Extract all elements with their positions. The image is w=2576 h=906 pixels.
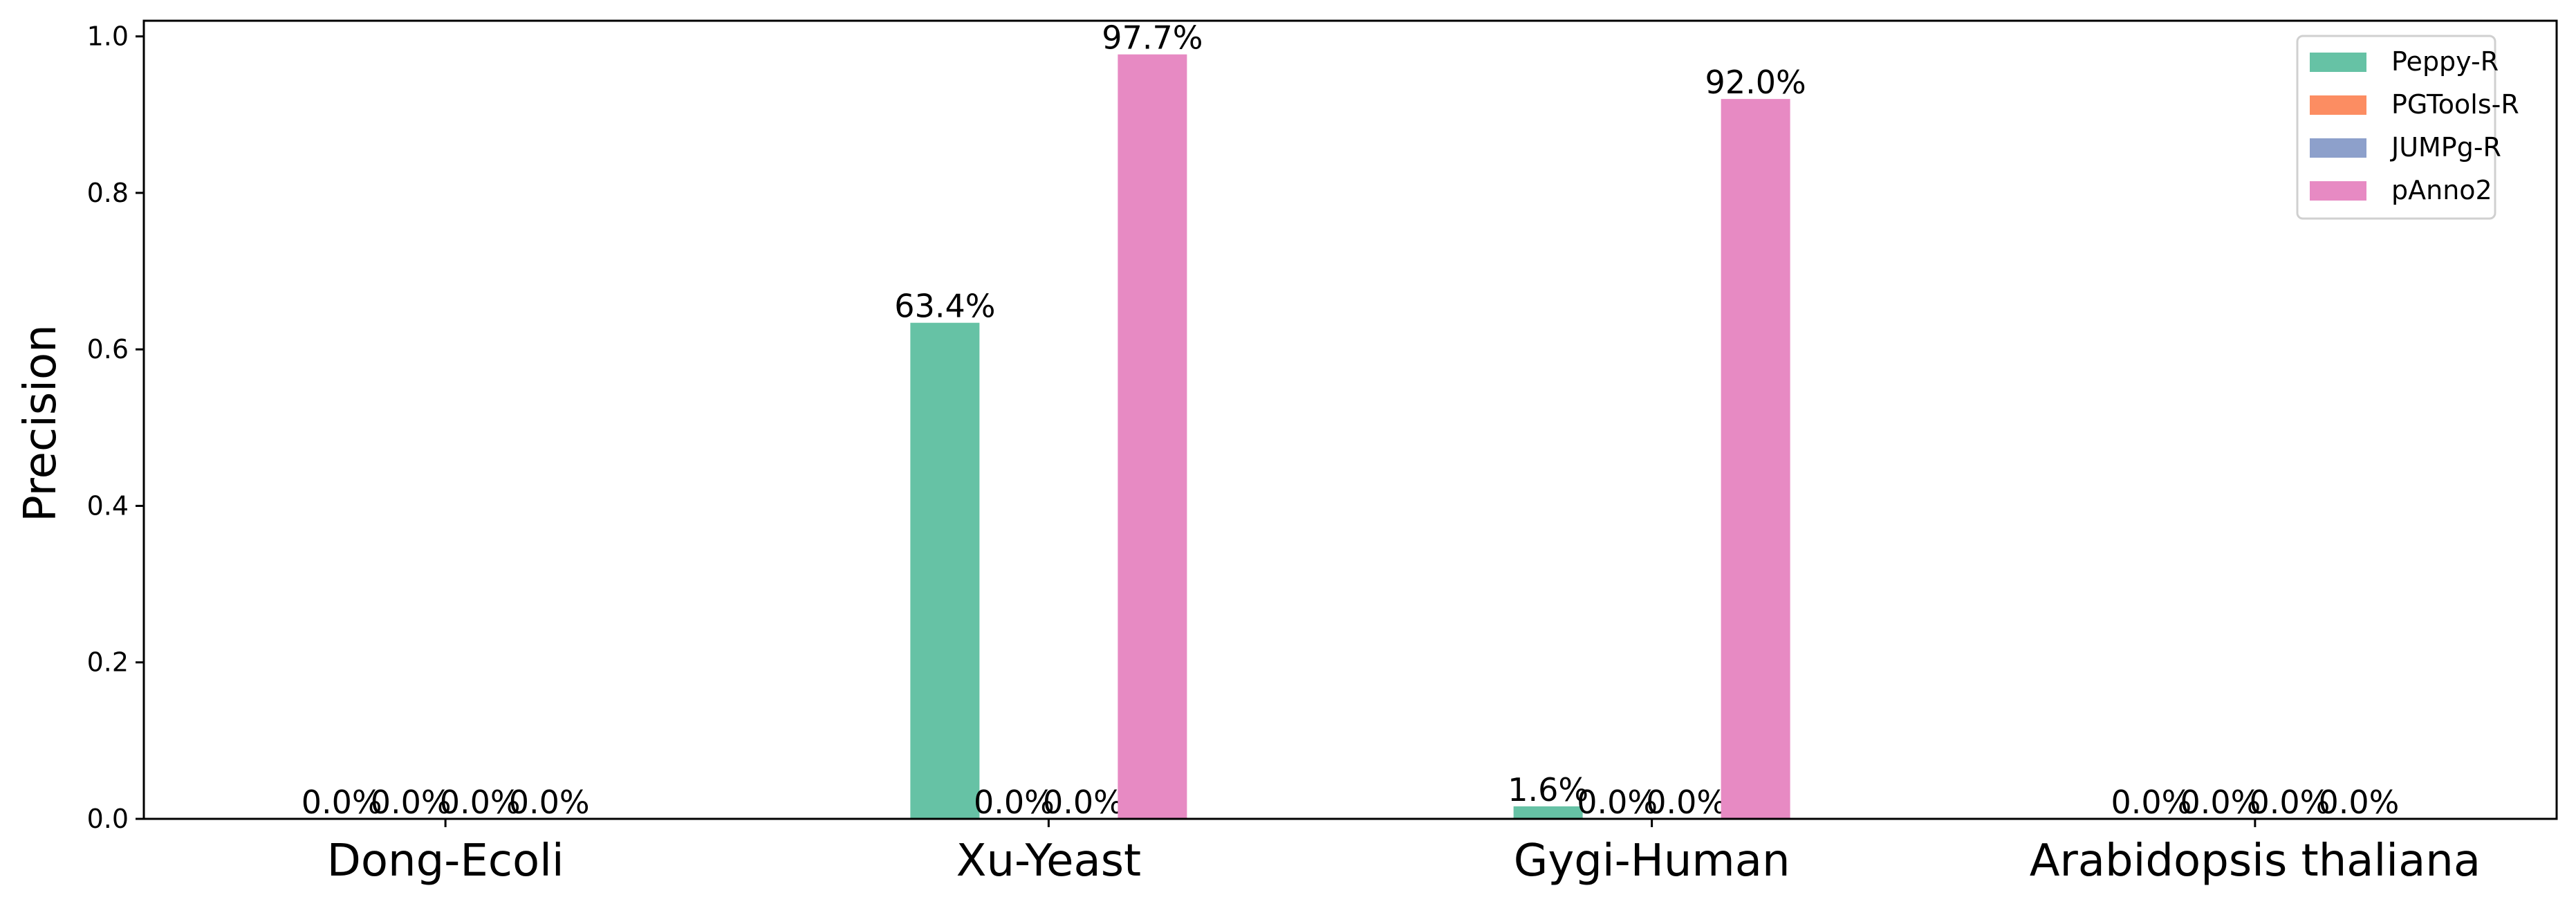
data-label: 1.6% [1508, 771, 1588, 808]
legend-swatch [2310, 181, 2366, 201]
legend-swatch [2310, 138, 2366, 158]
legend: Peppy-R PGTools-R JUMPg-R pAnno2 [2296, 35, 2519, 220]
data-label: 0.0% [509, 784, 590, 821]
legend-label: pAnno2 [2391, 175, 2492, 205]
legend-label: Peppy-R [2391, 46, 2499, 77]
legend-label: PGTools-R [2391, 89, 2519, 120]
data-label: 0.0% [2180, 784, 2261, 821]
x-tick-label: Dong-Ecoli [327, 835, 564, 887]
bar-panno2-1 [1118, 54, 1187, 819]
data-label: 0.0% [1577, 784, 1658, 821]
legend-label: JUMPg-R [2390, 132, 2501, 163]
y-tick-label: 0.2 [87, 647, 129, 678]
data-label: 0.0% [2249, 784, 2330, 821]
data-label: 0.0% [1043, 784, 1124, 821]
data-label: 0.0% [302, 784, 382, 821]
data-label: 0.0% [371, 784, 452, 821]
data-label: 97.7% [1102, 19, 1203, 57]
plot-frame [142, 19, 2558, 820]
data-label: 0.0% [2111, 784, 2192, 821]
y-tick-label: 0.6 [87, 334, 129, 364]
data-label: 0.0% [2318, 784, 2399, 821]
x-tick-label: Xu-Yeast [956, 835, 1142, 887]
legend-box [2296, 35, 2496, 220]
y-tick-label: 0.8 [87, 178, 129, 208]
data-label: 0.0% [974, 784, 1055, 821]
data-label: 0.0% [1646, 784, 1727, 821]
legend-swatch [2310, 53, 2366, 72]
y-tick-label: 0.4 [87, 490, 129, 521]
x-tick-label: Gygi-Human [1514, 835, 1790, 887]
data-label: 63.4% [894, 288, 995, 325]
data-label: 92.0% [1705, 64, 1806, 101]
bar-peppy-r-1 [910, 322, 980, 819]
bar-peppy-r-2 [1513, 806, 1583, 819]
y-tick-label: 0.0 [87, 804, 129, 834]
legend-swatch [2310, 95, 2366, 115]
y-axis-label: Precision [15, 324, 66, 522]
plot-area: 0.0%0.0%0.0%0.0%Dong-Ecoli63.4%0.0%0.0%9… [87, 19, 2558, 887]
bar-panno2-2 [1721, 99, 1790, 820]
data-label: 0.0% [440, 784, 521, 821]
y-tick-label: 1.0 [87, 21, 129, 52]
x-tick-label: Arabidopsis thaliana [2030, 835, 2481, 887]
